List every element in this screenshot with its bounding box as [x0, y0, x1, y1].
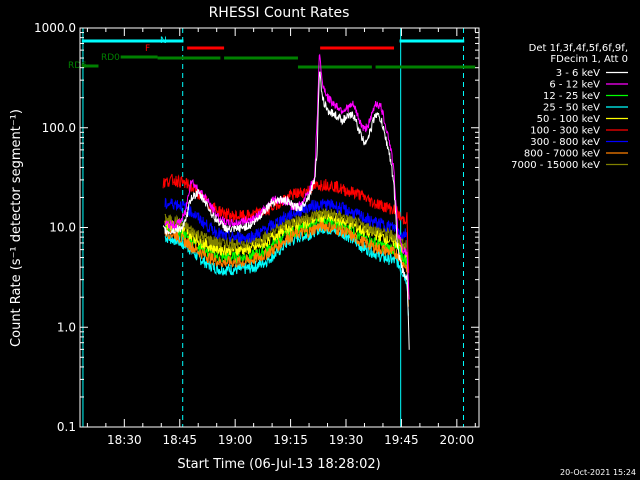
series-line — [164, 208, 409, 285]
y-axis-label: Count Rate (s⁻¹ detector segment⁻¹) — [9, 109, 24, 347]
x-tick-label: 18:30 — [107, 433, 142, 447]
y-tick-label: 1000.0 — [34, 21, 76, 35]
x-tick-label: 19:30 — [329, 433, 364, 447]
chart-title: RHESSI Count Rates — [209, 5, 350, 21]
legend-entry-label: 7000 - 15000 keV — [511, 160, 600, 171]
x-tick-label: 20:00 — [440, 433, 475, 447]
y-tick-label: 100.0 — [42, 121, 76, 135]
legend-entry-label: 100 - 300 keV — [530, 126, 600, 137]
state-bar-label: F — [145, 44, 150, 54]
state-bar-label: RD6 — [68, 61, 87, 71]
series-line — [164, 197, 409, 274]
state-bar-label: N — [160, 36, 167, 46]
series-line — [164, 219, 409, 307]
x-tick-label: 19:15 — [273, 433, 308, 447]
y-tick-label: 1.0 — [57, 320, 76, 334]
plot-area: NF RD0 RD6 — [68, 28, 476, 427]
legend-entry-label: 3 - 6 keV — [556, 68, 600, 79]
legend-entry-label: 800 - 7000 keV — [524, 149, 600, 160]
footer-date: 20-Oct-2021 15:24 — [560, 468, 636, 477]
legend-header-line: FDecim 1, Att 0 — [550, 54, 628, 65]
legend-entry-label: 50 - 100 keV — [537, 114, 601, 125]
legend-entry-label: 300 - 800 keV — [530, 137, 600, 148]
legend-entry-label: 12 - 25 keV — [543, 91, 600, 102]
series-line — [164, 222, 409, 316]
axes: 0.1 1.0 10.0 100.0 1000.0 18:30 18:45 19:00 19:1… — [34, 21, 479, 447]
legend-entry-label: 25 - 50 keV — [543, 103, 600, 114]
y-tick-label: 10.0 — [49, 221, 76, 235]
x-axis-label: Start Time (06-Jul-13 18:28:02) — [177, 457, 380, 472]
legend-entry-label: 6 - 12 keV — [549, 80, 600, 91]
series-line — [164, 210, 409, 297]
x-tick-label: 18:45 — [162, 433, 197, 447]
y-tick-label: 0.1 — [57, 420, 76, 434]
series-line — [162, 71, 410, 350]
state-bar-label: RD0 — [101, 53, 120, 63]
legend: Det 1f,3f,4f,5f,6f,9f,FDecim 1, Att 0 3 -… — [511, 43, 628, 171]
legend-header-line: Det 1f,3f,4f,5f,6f,9f, — [529, 43, 628, 54]
x-tick-label: 19:00 — [218, 433, 253, 447]
x-tick-label: 19:45 — [384, 433, 419, 447]
